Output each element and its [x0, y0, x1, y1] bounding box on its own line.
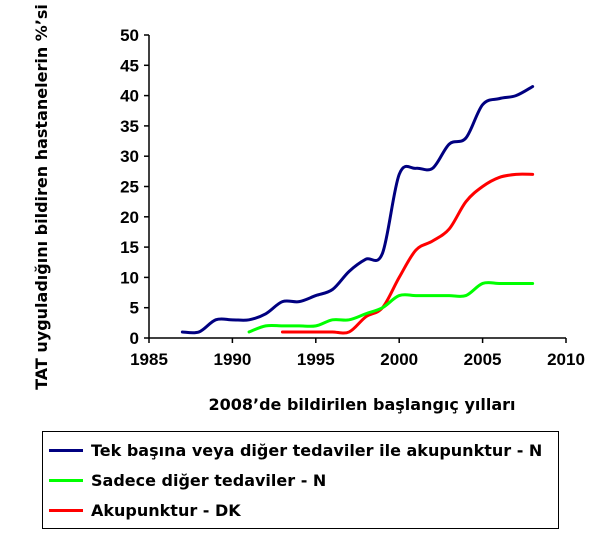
y-tick-label: 50: [120, 26, 139, 45]
legend-swatch: [49, 508, 83, 512]
y-tick-label: 15: [120, 238, 139, 257]
x-axis-title: 2008’de bildirilen başlangıç yılları: [208, 395, 515, 414]
y-tick-label: 5: [130, 299, 139, 318]
x-tick-label: 1995: [297, 350, 335, 369]
y-tick-label: 25: [120, 178, 139, 197]
series-line: [280, 172, 535, 335]
x-tick-label: 1990: [213, 350, 251, 369]
legend-item: Sadece diğer tedaviler - N: [49, 466, 326, 494]
x-tick-label: 1985: [130, 350, 168, 369]
series-line: [180, 85, 535, 335]
x-tick-label: 2000: [380, 350, 418, 369]
y-tick-label: 45: [120, 56, 139, 75]
legend-label: Sadece diğer tedaviler - N: [91, 470, 327, 490]
legend-item: Akupunktur - DK: [49, 496, 241, 524]
y-tick-label: 40: [120, 87, 139, 106]
series-line: [247, 281, 535, 334]
legend: Tek başına veya diğer tedaviler ile akup…: [42, 431, 559, 529]
legend-label: Akupunktur - DK: [91, 500, 241, 520]
legend-label: Tek başına veya diğer tedaviler ile akup…: [91, 440, 543, 460]
x-axis: 1985 1990 1995 2000 2005 2010: [130, 337, 585, 369]
y-axis: 0 5 10 15 20 25 30 35 40 45 50: [120, 26, 150, 348]
legend-swatch: [49, 478, 83, 482]
legend-swatch: [49, 448, 83, 452]
x-tick-label: 2010: [547, 350, 585, 369]
y-tick-label: 0: [130, 329, 139, 348]
x-tick-label: 2005: [464, 350, 502, 369]
series-layer: [180, 85, 535, 335]
legend-item: Tek başına veya diğer tedaviler ile akup…: [49, 436, 542, 464]
y-tick-label: 20: [120, 208, 139, 227]
y-tick-label: 10: [120, 268, 139, 287]
y-tick-label: 30: [120, 147, 139, 166]
y-tick-label: 35: [120, 117, 139, 136]
y-axis-title: TAT uyguladığını bildiren hastanelerin %…: [32, 4, 51, 390]
